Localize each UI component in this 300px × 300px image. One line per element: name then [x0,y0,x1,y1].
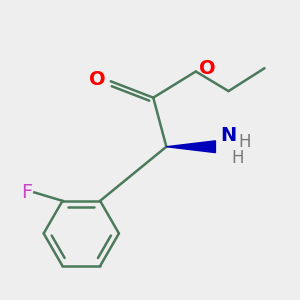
Text: O: O [89,70,106,89]
Text: N: N [220,126,237,145]
Polygon shape [167,141,215,153]
Text: F: F [21,183,33,202]
Text: H: H [232,149,244,167]
Text: H: H [238,133,251,151]
Text: O: O [199,59,216,78]
